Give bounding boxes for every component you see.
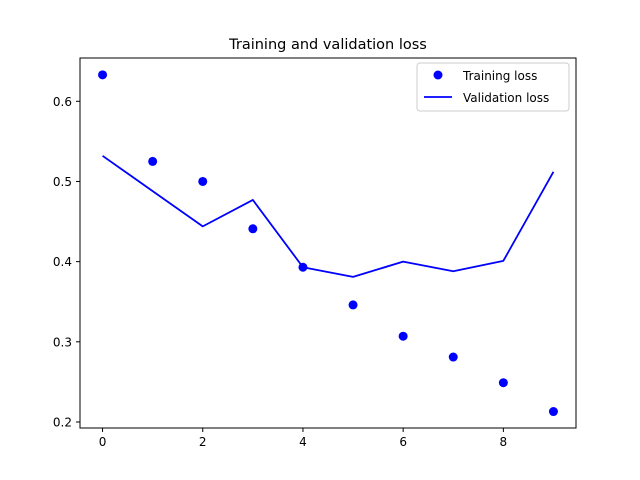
- data-point-training-loss: [198, 176, 208, 186]
- y-tick-label: 0.2: [53, 415, 72, 429]
- data-point-training-loss: [348, 300, 358, 310]
- series-layer: [98, 70, 558, 417]
- chart-title: Training and validation loss: [228, 37, 427, 53]
- data-point-training-loss: [148, 156, 158, 166]
- data-point-training-loss: [498, 378, 508, 388]
- data-point-training-loss: [398, 331, 408, 341]
- axes-layer: 0 2 4 6 8 0.2 0.3 0.4 0.5 0.6: [53, 95, 507, 449]
- y-tick-label: 0.3: [53, 335, 72, 349]
- y-tick-label: 0.6: [53, 95, 72, 109]
- y-tick-label: 0.5: [53, 175, 72, 189]
- x-tick-label: 6: [399, 435, 407, 449]
- data-point-training-loss: [98, 70, 108, 80]
- data-point-training-loss: [448, 352, 458, 362]
- data-point-training-loss: [248, 224, 258, 234]
- x-tick-label: 4: [299, 435, 307, 449]
- x-tick-label: 0: [99, 435, 107, 449]
- legend-box: [416, 62, 570, 112]
- x-tick-label: 2: [199, 435, 207, 449]
- legend-label-training-loss: Training loss: [462, 69, 537, 83]
- data-point-training-loss: [548, 407, 558, 417]
- legend-marker-training-loss: [433, 70, 443, 80]
- y-tick-label: 0.4: [53, 255, 72, 269]
- series-line-validation-loss: [102, 155, 555, 278]
- plot-frame: [79, 57, 577, 429]
- legend-label-validation-loss: Validation loss: [463, 91, 549, 105]
- x-tick-label: 8: [500, 435, 508, 449]
- legend: Training loss Validation loss: [416, 62, 570, 112]
